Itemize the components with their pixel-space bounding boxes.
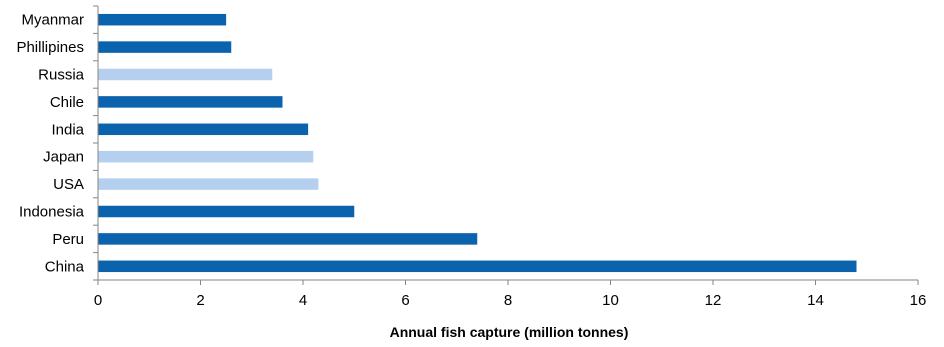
bar-russia [98,68,273,81]
category-label-india: India [51,121,84,138]
bar-phillipines [98,41,232,53]
bar-indonesia [98,205,355,218]
x-tick-label: 10 [602,292,619,309]
category-label-russia: Russia [38,67,85,84]
bar-myanmar [98,13,227,26]
category-label-myanmar: Myanmar [21,12,84,29]
x-tick-label: 12 [705,292,722,309]
category-label-usa: USA [53,176,84,193]
bar-peru [98,233,478,245]
x-tick-label: 16 [910,292,927,309]
x-tick-label: 0 [94,292,102,309]
category-label-japan: Japan [43,149,84,166]
category-label-china: China [45,258,85,275]
bar-india [98,123,309,136]
x-tick-label: 14 [807,292,824,309]
x-tick-label: 2 [196,292,204,309]
category-label-peru: Peru [52,231,84,248]
category-label-chile: Chile [50,94,84,111]
x-axis-title: Annual fish capture (million tonnes) [390,324,629,340]
category-label-phillipines: Phillipines [16,39,84,56]
bar-japan [98,150,314,163]
category-label-indonesia: Indonesia [19,204,85,221]
labels-layer: Myanmar Phillipines Russia Chile India Japan U… [16,12,926,309]
x-tick-label: 8 [504,292,512,309]
bar-china [98,260,857,273]
x-tick-label: 4 [299,292,307,309]
bar-chile [98,96,283,108]
bar-usa [98,178,319,190]
axes-layer [93,5,919,285]
bars-layer [98,13,857,273]
x-tick-label: 6 [401,292,409,309]
